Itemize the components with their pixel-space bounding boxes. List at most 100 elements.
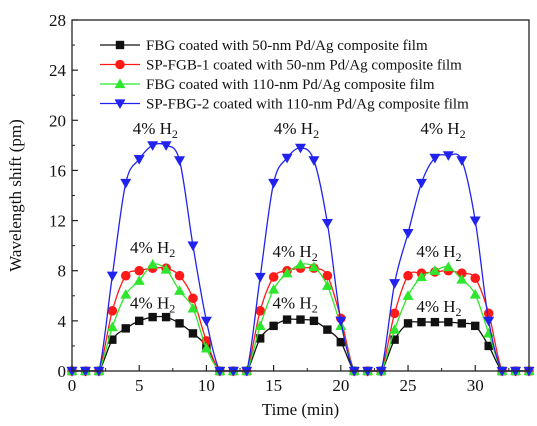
data-point — [389, 308, 400, 319]
x-tick-label: 0 — [68, 376, 77, 395]
legend-marker — [114, 78, 126, 89]
x-tick-label: 5 — [135, 376, 144, 395]
plot-area: 4% H2 4% H2 4% H24% H2 4% H2 4% H24% H2 4% H2… — [49, 11, 535, 395]
annotation-subscript: 2 — [172, 127, 178, 141]
data-point — [429, 265, 441, 275]
data-point — [457, 319, 466, 328]
series-1 — [67, 312, 534, 376]
legend: FBG coated with 50-nm Pd/Ag composite fi… — [100, 38, 469, 113]
legend-item: FBG coated with 110-nm Pd/Ag composite f… — [100, 77, 435, 93]
annotation-text: 4% H — [130, 238, 169, 257]
data-point — [135, 316, 144, 326]
data-point — [120, 178, 132, 189]
data-point — [471, 321, 480, 331]
x-tick-label: 30 — [467, 376, 484, 395]
legend-marker — [115, 59, 125, 70]
x-tick-label: 25 — [400, 376, 417, 395]
annotation-text: 4% H — [420, 119, 459, 138]
data-point — [66, 366, 78, 377]
x-axis-title: Time (min) — [262, 400, 339, 419]
x-tick-label: 20 — [332, 376, 349, 395]
h2-annotation: 4% H2 — [273, 242, 318, 264]
y-tick-label: 8 — [58, 262, 67, 281]
data-point — [415, 178, 427, 189]
data-point — [255, 306, 265, 316]
h2-annotation: 4% H2 — [273, 293, 318, 315]
annotation-subscript: 2 — [456, 305, 462, 319]
data-point — [323, 325, 332, 334]
annotation-text: 4% H — [130, 293, 169, 312]
data-point — [469, 216, 481, 227]
annotation-subscript: 2 — [460, 127, 466, 141]
data-point — [296, 315, 305, 324]
data-point — [134, 265, 145, 276]
data-point — [255, 334, 265, 343]
annotation-text: 4% H — [273, 242, 312, 261]
data-point — [496, 366, 508, 377]
data-point — [79, 366, 91, 377]
y-tick-label: 24 — [49, 61, 67, 80]
data-point — [106, 271, 118, 282]
data-point — [456, 268, 467, 279]
annotation-text: 4% H — [416, 297, 455, 316]
data-point — [402, 228, 414, 239]
data-point — [417, 317, 426, 327]
data-point — [308, 261, 320, 272]
data-point — [322, 270, 333, 281]
data-point — [147, 258, 159, 269]
h2-annotation: 4% H2 — [416, 297, 461, 319]
annotation-subscript: 2 — [313, 127, 319, 141]
data-point — [175, 319, 184, 328]
data-point — [174, 285, 186, 295]
data-point — [336, 337, 346, 347]
data-point — [174, 270, 185, 281]
data-point — [321, 280, 333, 290]
data-point — [200, 316, 212, 327]
data-point — [187, 302, 199, 313]
legend-marker — [114, 99, 126, 109]
y-axis-title: Wavelength shift (pm) — [6, 119, 25, 272]
data-point — [187, 241, 199, 252]
data-point — [227, 366, 239, 377]
data-point — [241, 366, 253, 377]
y-tick-label: 16 — [49, 161, 66, 180]
y-tick-label: 4 — [58, 312, 67, 331]
annotation-text: 4% H — [273, 293, 312, 312]
data-point — [282, 315, 292, 324]
legend-label: SP-FGB-1 coated with 50-nm Pd/Ag composi… — [146, 58, 462, 74]
data-point — [483, 316, 495, 327]
legend-item: FBG coated with 50-nm Pd/Ag composite fi… — [100, 38, 428, 54]
data-point — [200, 342, 212, 353]
data-point — [402, 290, 414, 300]
annotation-layer: 4% H2 4% H2 4% H24% H2 4% H2 4% H24% H2 4% H2… — [130, 119, 466, 319]
h2-annotation: 4% H2 — [130, 293, 175, 315]
data-point — [362, 366, 374, 377]
data-point — [295, 258, 306, 269]
data-point — [174, 156, 186, 166]
data-point — [308, 156, 320, 166]
data-point — [469, 289, 481, 299]
data-point — [321, 218, 333, 229]
annotation-subscript: 2 — [169, 246, 175, 260]
annotation-subscript: 2 — [169, 301, 175, 315]
data-point — [456, 156, 468, 166]
data-point — [120, 270, 131, 281]
legend-marker — [115, 40, 125, 50]
data-point — [147, 141, 159, 151]
data-point — [254, 320, 266, 330]
data-point — [309, 316, 319, 326]
data-point — [160, 263, 172, 274]
y-tick-label: 28 — [49, 11, 66, 30]
data-point — [295, 143, 306, 154]
data-point — [121, 324, 130, 333]
annotation-text: 4% H — [274, 119, 313, 138]
data-point — [188, 293, 198, 304]
data-point — [348, 366, 360, 377]
data-point — [470, 273, 481, 284]
data-point — [403, 270, 413, 281]
h2-annotation: 4% H2 — [133, 119, 178, 141]
data-point — [389, 324, 401, 334]
data-point — [430, 317, 440, 327]
data-point — [133, 275, 145, 285]
